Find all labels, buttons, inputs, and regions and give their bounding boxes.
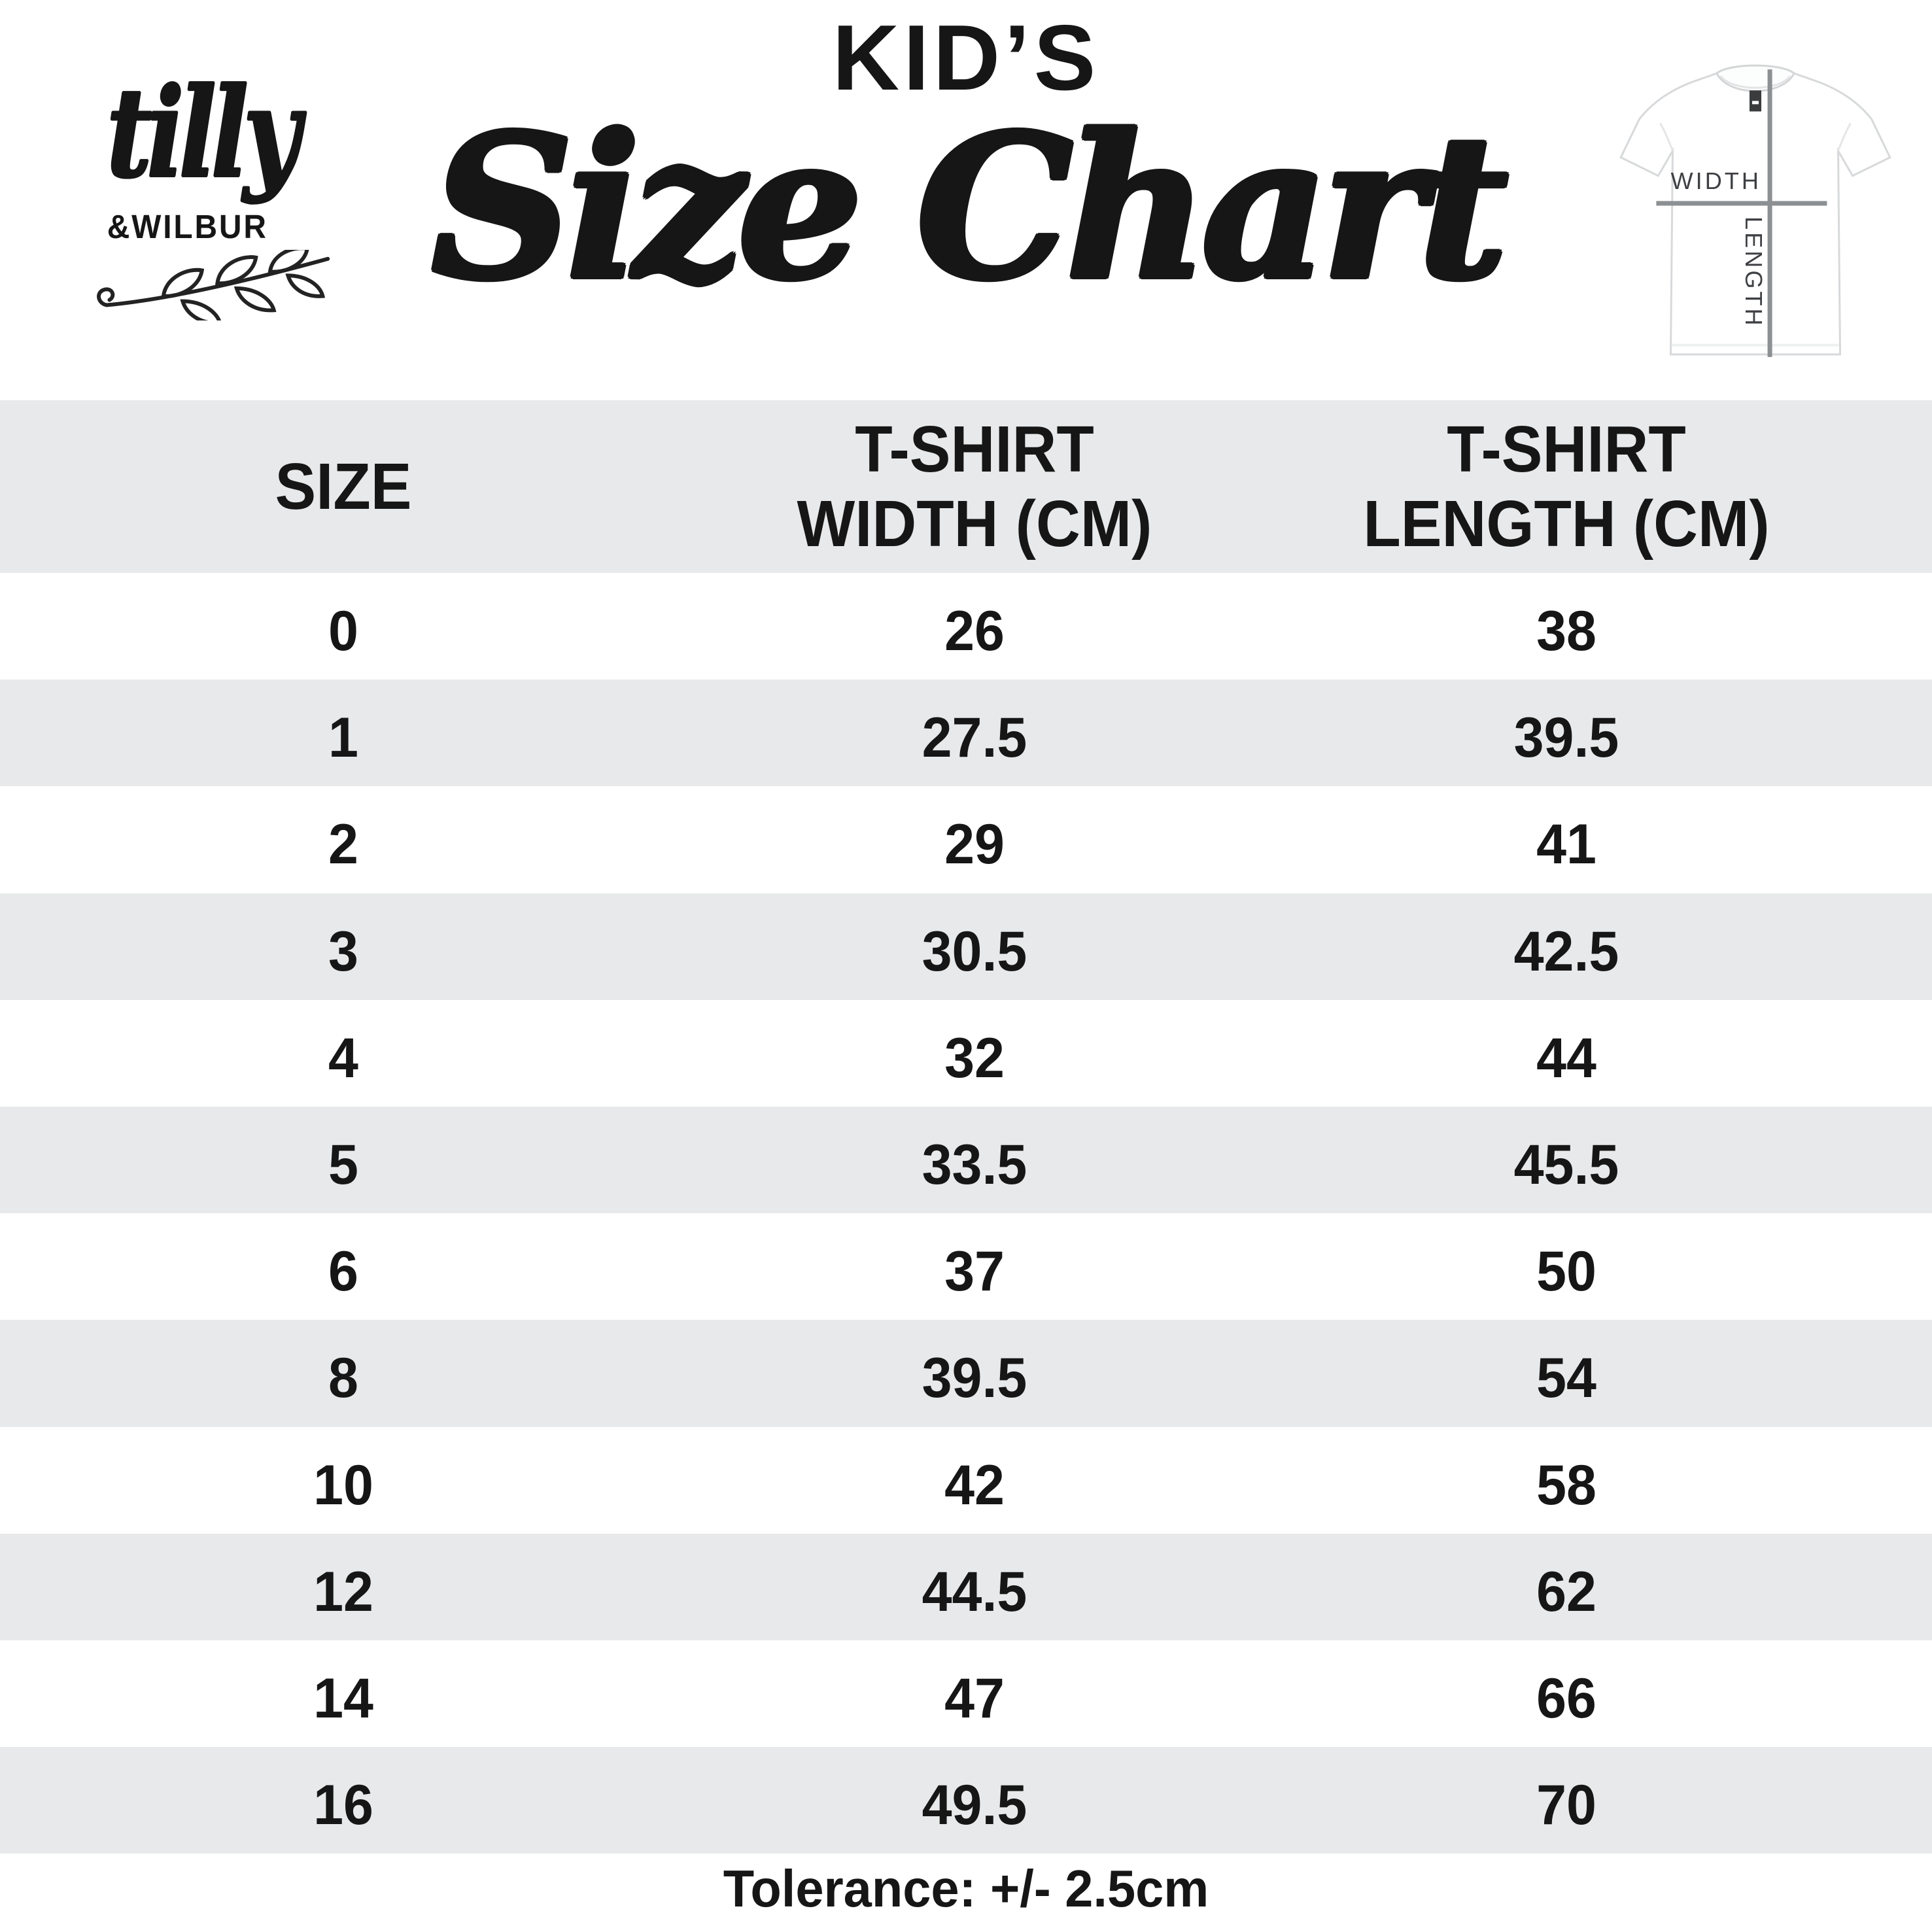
table-row: 0 26 38 xyxy=(0,573,1932,680)
cell-length: 42.5 xyxy=(1513,920,1619,983)
cell-length: 44 xyxy=(1536,1026,1596,1090)
cell-width: 26 xyxy=(944,600,1005,663)
cell-width: 37 xyxy=(944,1240,1005,1303)
brand-name-script: tilly xyxy=(107,61,300,205)
header-width-line1: T-SHIRT xyxy=(855,413,1094,486)
sleeve-seam-left xyxy=(1659,122,1674,152)
table-row: 5 33.5 45.5 xyxy=(0,1106,1932,1214)
header-width-line2: WIDTH (CM) xyxy=(797,487,1152,561)
brand-name-caps: &WILBUR xyxy=(107,208,268,245)
cell-length: 70 xyxy=(1536,1774,1596,1837)
cell-length: 66 xyxy=(1536,1666,1596,1730)
tshirt-diagram: WIDTH LENGTH xyxy=(1619,64,1891,357)
cell-width: 39.5 xyxy=(922,1347,1027,1410)
cell-size: 6 xyxy=(328,1240,358,1303)
cell-size: 4 xyxy=(328,1026,358,1090)
cell-length: 54 xyxy=(1536,1347,1596,1410)
cell-width: 29 xyxy=(944,813,1005,876)
cell-size: 1 xyxy=(328,706,358,770)
table-header-row: SIZE T-SHIRT WIDTH (CM) T-SHIRT LENGTH (… xyxy=(0,400,1932,573)
size-table-body: 0 26 38 1 27.5 39.5 2 29 41 3 30.5 42.5 4 32 44 5 33.5 45… xyxy=(0,573,1932,1854)
page-title: Size Chart xyxy=(431,92,1509,324)
table-row: 10 42 58 xyxy=(0,1427,1932,1534)
table-row: 3 30.5 42.5 xyxy=(0,893,1932,1000)
laurel-leaf xyxy=(180,299,221,320)
cell-width: 30.5 xyxy=(922,920,1027,983)
brand-logo: tilly &WILBUR xyxy=(84,63,313,246)
header-length-cell: T-SHIRT LENGTH (CM) xyxy=(1281,412,1852,561)
page-title-kicker: KID’S xyxy=(832,6,1100,110)
sleeve-seam-right xyxy=(1837,122,1852,152)
cell-length: 58 xyxy=(1536,1453,1596,1517)
cell-size: 8 xyxy=(328,1347,358,1410)
cell-size: 0 xyxy=(328,600,358,663)
width-label: WIDTH xyxy=(1671,167,1761,194)
table-row: 1 27.5 39.5 xyxy=(0,680,1932,787)
cell-length: 39.5 xyxy=(1513,706,1619,770)
laurel-leaf xyxy=(285,273,326,298)
table-row: 12 44.5 62 xyxy=(0,1533,1932,1640)
size-table: SIZE T-SHIRT WIDTH (CM) T-SHIRT LENGTH (… xyxy=(0,400,1932,1854)
cell-size: 14 xyxy=(313,1666,373,1730)
table-row: 16 49.5 70 xyxy=(0,1747,1932,1854)
cell-size: 2 xyxy=(328,813,358,876)
cell-width: 32 xyxy=(944,1026,1005,1090)
header-length-line1: T-SHIRT xyxy=(1447,413,1686,486)
cell-length: 41 xyxy=(1536,813,1596,876)
neck-label xyxy=(1749,90,1762,112)
cell-width: 42 xyxy=(944,1453,1005,1517)
header-width-cell: T-SHIRT WIDTH (CM) xyxy=(704,412,1245,561)
cell-size: 12 xyxy=(313,1560,373,1623)
cell-length: 62 xyxy=(1536,1560,1596,1623)
cell-size: 16 xyxy=(313,1774,373,1837)
tolerance-note: Tolerance: +/- 2.5cm xyxy=(723,1859,1209,1918)
cell-size: 5 xyxy=(328,1133,358,1197)
cell-width: 27.5 xyxy=(922,706,1027,770)
cell-width: 47 xyxy=(944,1666,1005,1730)
header-size-label: SIZE xyxy=(275,450,412,523)
laurel-leaf xyxy=(233,286,277,313)
laurel-leaf xyxy=(215,255,258,286)
table-row: 8 39.5 54 xyxy=(0,1320,1932,1427)
table-row: 2 29 41 xyxy=(0,786,1932,893)
neck-label-print xyxy=(1751,101,1759,105)
header-length-line2: LENGTH (CM) xyxy=(1363,487,1770,561)
cell-size: 3 xyxy=(328,920,358,983)
table-row: 6 37 50 xyxy=(0,1213,1932,1320)
header-size-cell: SIZE xyxy=(21,449,666,524)
cell-width: 49.5 xyxy=(922,1774,1027,1837)
laurel-curl xyxy=(97,287,115,307)
cell-length: 45.5 xyxy=(1513,1133,1619,1197)
laurel-leaf xyxy=(267,250,309,274)
collar-inner-edge xyxy=(1719,75,1791,89)
length-label: LENGTH xyxy=(1740,216,1767,328)
table-row: 14 47 66 xyxy=(0,1640,1932,1747)
laurel-leaf xyxy=(161,267,205,298)
cell-length: 38 xyxy=(1536,600,1596,663)
cell-width: 44.5 xyxy=(922,1560,1027,1623)
table-row: 4 32 44 xyxy=(0,1000,1932,1107)
cell-size: 10 xyxy=(313,1453,373,1517)
laurel-branch-icon xyxy=(97,250,330,320)
cell-length: 50 xyxy=(1536,1240,1596,1303)
cell-width: 33.5 xyxy=(922,1133,1027,1197)
